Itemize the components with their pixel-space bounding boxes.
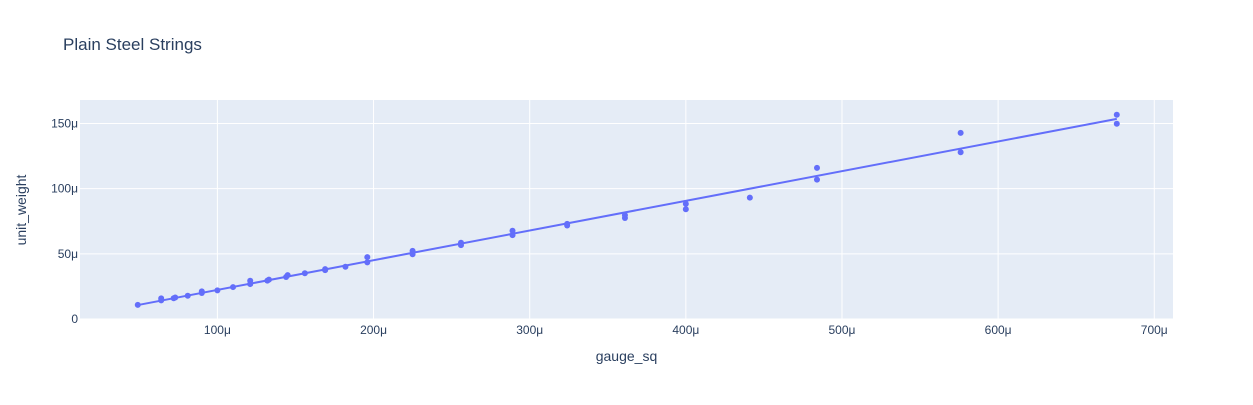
data-point[interactable]	[364, 254, 371, 261]
data-point[interactable]	[457, 239, 464, 246]
data-point[interactable]	[230, 284, 237, 291]
data-point[interactable]	[342, 263, 349, 270]
x-tick-label: 400μ	[672, 323, 699, 337]
grid-lines	[80, 100, 1173, 320]
data-point[interactable]	[247, 277, 254, 284]
x-tick-label: 700μ	[1141, 323, 1168, 337]
data-point[interactable]	[409, 247, 416, 254]
x-tick-label: 200μ	[360, 323, 387, 337]
data-point[interactable]	[265, 276, 272, 283]
data-point[interactable]	[509, 227, 516, 234]
data-point[interactable]	[284, 272, 291, 279]
markers-layer	[134, 111, 1120, 308]
tick-labels: 100μ 200μ 300μ 400μ 500μ 600μ 700μ 0 50μ 100μ 150μ	[51, 116, 1168, 337]
plot-area	[80, 100, 1173, 319]
data-point[interactable]	[1113, 111, 1120, 118]
data-point[interactable]	[682, 200, 689, 207]
data-point[interactable]	[198, 288, 205, 295]
data-point[interactable]	[172, 294, 179, 301]
x-tick-label: 500μ	[829, 323, 856, 337]
x-tick-label: 600μ	[985, 323, 1012, 337]
data-point[interactable]	[301, 270, 308, 277]
data-point[interactable]	[364, 259, 371, 266]
data-point[interactable]	[158, 295, 165, 302]
y-tick-label: 0	[71, 312, 78, 326]
data-point[interactable]	[322, 266, 329, 273]
trendline-layer	[137, 117, 1117, 307]
data-point[interactable]	[746, 194, 753, 201]
data-point[interactable]	[564, 220, 571, 227]
data-point[interactable]	[813, 164, 820, 171]
data-point[interactable]	[682, 206, 689, 213]
data-point[interactable]	[214, 287, 221, 294]
data-point[interactable]	[134, 301, 141, 308]
chart-title: Plain Steel Strings	[63, 35, 202, 54]
data-point[interactable]	[957, 129, 964, 136]
x-axis-title: gauge_sq	[596, 348, 658, 364]
x-tick-label: 100μ	[204, 323, 231, 337]
data-point[interactable]	[1113, 120, 1120, 127]
data-point[interactable]	[621, 212, 628, 219]
data-point[interactable]	[509, 232, 516, 239]
x-tick-label: 300μ	[516, 323, 543, 337]
y-tick-label: 100μ	[51, 182, 78, 196]
data-point[interactable]	[813, 176, 820, 183]
y-tick-label: 150μ	[51, 116, 78, 130]
data-point[interactable]	[957, 149, 964, 156]
data-point[interactable]	[184, 292, 191, 299]
y-axis-title: unit_weight	[13, 174, 29, 245]
trendline	[137, 117, 1117, 307]
y-tick-label: 50μ	[58, 247, 78, 261]
